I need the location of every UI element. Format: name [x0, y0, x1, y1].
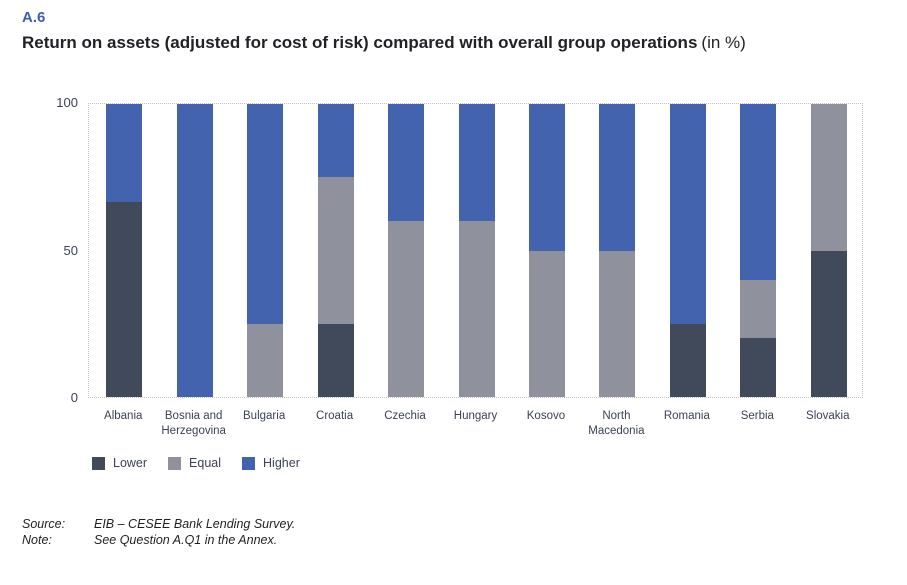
bar-segment-higher [247, 104, 284, 324]
figure-number: A.6 [22, 9, 46, 26]
bar-segment-equal [740, 279, 777, 339]
bar-bosnia-and-herzegovina [176, 104, 213, 397]
x-category-label-bosnia-and-herzegovina: Bosnia and Herzegovina [161, 410, 226, 437]
bar-segment-higher [528, 104, 565, 251]
source-row: Source: EIB – CESEE Bank Lending Survey. [22, 516, 295, 532]
bar-segment-lower [810, 250, 847, 397]
bar-segment-lower [669, 323, 706, 397]
y-tick-label-0: 0 [70, 390, 78, 405]
bar-segment-lower [740, 338, 777, 397]
x-category-label-kosovo: Kosovo [526, 410, 566, 422]
bar-croatia [317, 104, 354, 397]
bar-segment-higher [599, 104, 636, 251]
x-category-label-north-macedonia: North Macedonia [588, 410, 645, 437]
bar-bulgaria [247, 104, 284, 397]
x-category-label-hungary: Hungary [453, 410, 498, 422]
bar-segment-higher [740, 104, 777, 280]
bar-segment-higher [388, 104, 425, 222]
bar-kosovo [528, 104, 565, 397]
bar-segment-equal [247, 323, 284, 397]
x-category-label-bulgaria: Bulgaria [243, 410, 286, 422]
bar-segment-equal [599, 250, 636, 397]
legend-label-lower: Lower [113, 456, 148, 470]
bar-serbia [740, 104, 777, 397]
bar-slovakia [810, 104, 847, 397]
chart-title: Return on assets (adjusted for cost of r… [22, 33, 746, 53]
chart-title-main: Return on assets (adjusted for cost of r… [22, 33, 698, 52]
plot-area [88, 103, 863, 398]
legend-swatch-lower [92, 456, 105, 470]
legend-swatch-equal [168, 456, 182, 470]
bar-segment-equal [528, 250, 565, 397]
legend-label-equal: Equal [189, 456, 222, 470]
x-category-label-serbia: Serbia [740, 410, 774, 422]
legend-swatch-higher [242, 456, 256, 470]
note-text: See Question A.Q1 in the Annex. [94, 533, 278, 547]
x-category-label-czechia: Czechia [384, 410, 426, 422]
legend: Lower Equal Higher [92, 456, 300, 470]
bar-segment-equal [810, 104, 847, 251]
y-tick-label-50: 50 [63, 242, 78, 258]
legend-label-higher: Higher [263, 456, 300, 470]
bar-albania [106, 104, 143, 397]
bar-segment-equal [458, 221, 495, 397]
bar-segment-lower [106, 201, 143, 397]
bar-segment-equal [317, 177, 354, 324]
footer: Source: EIB – CESEE Bank Lending Survey. … [22, 516, 295, 548]
bar-segment-equal [388, 221, 425, 397]
legend-item-equal: Equal [168, 456, 221, 470]
bar-segment-higher [317, 104, 354, 178]
bar-segment-higher [176, 104, 213, 397]
bar-romania [669, 104, 706, 397]
x-category-label-slovakia: Slovakia [806, 410, 850, 422]
bar-segment-higher [106, 104, 143, 202]
x-category-label-croatia: Croatia [316, 410, 354, 422]
x-category-label-romania: Romania [663, 410, 710, 422]
chart-title-suffix: (in %) [701, 33, 746, 52]
x-category-label-albania: Albania [104, 410, 143, 422]
note-label: Note: [22, 533, 52, 547]
note-row: Note: See Question A.Q1 in the Annex. [22, 532, 295, 548]
bar-czechia [388, 104, 425, 397]
legend-item-lower: Lower [92, 456, 147, 470]
bar-segment-higher [458, 104, 495, 222]
source-label: Source: [22, 517, 66, 531]
legend-item-higher: Higher [242, 456, 300, 470]
bar-north-macedonia [599, 104, 636, 397]
bar-hungary [458, 104, 495, 397]
bar-segment-lower [317, 323, 354, 397]
bar-segment-higher [669, 104, 706, 324]
source-text: EIB – CESEE Bank Lending Survey. [94, 517, 296, 531]
y-tick-label-100: 100 [56, 95, 78, 110]
